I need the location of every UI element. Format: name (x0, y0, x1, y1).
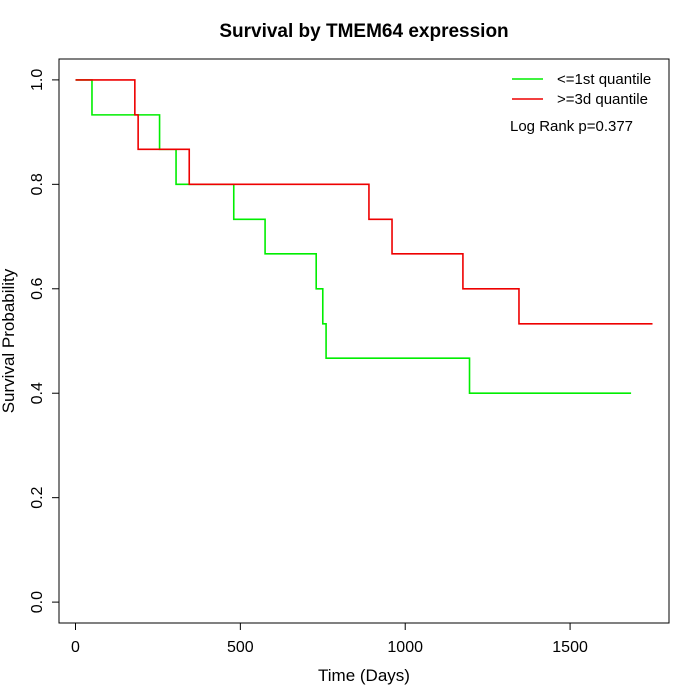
y-tick-label: 0.8 (29, 173, 46, 195)
y-axis: 0.0 0.2 0.4 0.6 0.8 1.0 (29, 69, 60, 613)
y-tick-label: 0.0 (29, 591, 46, 613)
log-rank-annotation: Log Rank p=0.377 (510, 118, 633, 135)
legend: <=1st quantile >=3d quantile (512, 71, 651, 108)
y-tick-label: 1.0 (29, 69, 46, 91)
legend-label: <=1st quantile (557, 71, 651, 88)
y-tick-label: 0.4 (29, 382, 46, 404)
x-tick-label: 1500 (552, 639, 588, 656)
chart-title: Survival by TMEM64 expression (219, 21, 508, 42)
x-tick-label: 1000 (387, 639, 423, 656)
legend-label: >=3d quantile (557, 91, 648, 108)
x-axis-label: Time (Days) (318, 666, 410, 685)
survival-curve-high (75, 79, 653, 325)
y-tick-label: 0.6 (29, 278, 46, 300)
x-tick-label: 0 (71, 639, 80, 656)
y-tick-label: 0.2 (29, 486, 46, 508)
survival-curve-low (75, 79, 632, 395)
x-axis: 0 500 1000 1500 (71, 622, 588, 656)
x-tick-label: 500 (227, 639, 254, 656)
survival-curves (75, 79, 653, 395)
y-axis-label: Survival Probability (0, 268, 18, 413)
plot-frame (58, 58, 670, 624)
